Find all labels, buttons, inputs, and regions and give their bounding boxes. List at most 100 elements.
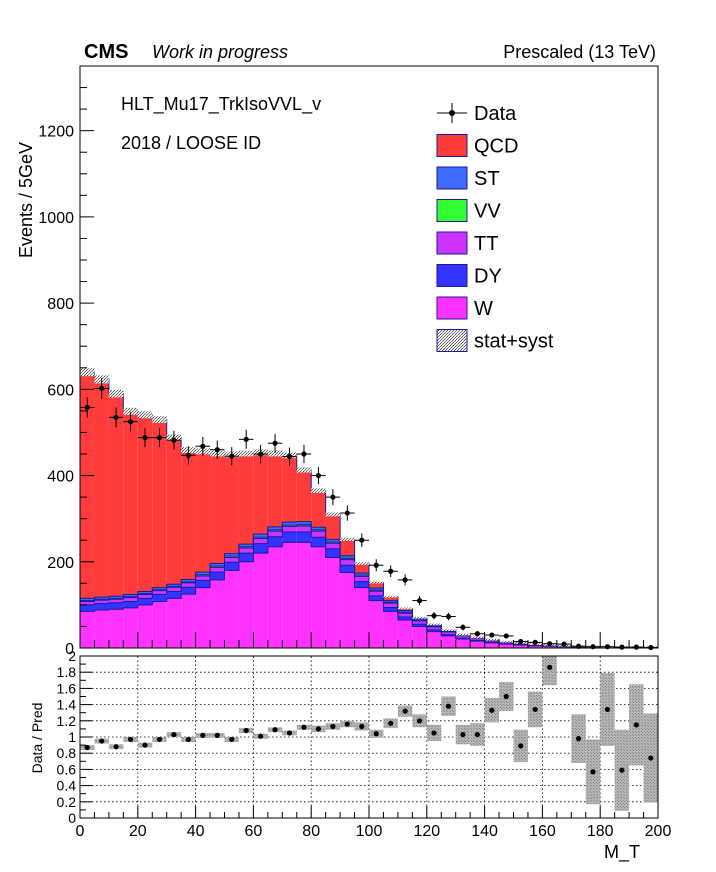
ratio-point — [431, 730, 437, 736]
stack-bar-vv — [311, 529, 326, 532]
stack-bar-qcd — [181, 450, 196, 580]
stack-bar-w — [441, 635, 456, 648]
stack-bar-w — [137, 604, 153, 648]
ratio-point — [604, 706, 611, 713]
stack-bar-w — [224, 570, 239, 648]
stack-bar-qcd — [210, 453, 225, 564]
ratio-x-tick-label: 40 — [187, 823, 205, 840]
stack-bar-dy — [267, 536, 283, 547]
stack-bar-tt — [253, 538, 268, 544]
legend-swatch — [436, 329, 468, 352]
stack-bar-w — [383, 611, 398, 648]
stack-bar-qcd — [354, 563, 369, 573]
ratio-point — [648, 755, 654, 761]
data-point — [229, 453, 235, 459]
y-tick-label: 200 — [47, 555, 74, 572]
stat-syst-bin — [123, 407, 138, 415]
stack-bar-vv — [296, 524, 312, 526]
ratio-point — [474, 731, 480, 738]
stack-bar-qcd — [282, 455, 297, 523]
ratio-x-tick-label: 80 — [302, 823, 320, 840]
data-point — [156, 435, 163, 441]
ratio-point — [214, 732, 220, 738]
stack-bar-st — [325, 539, 341, 542]
data-point — [619, 644, 625, 650]
stack-bar-w — [152, 601, 167, 648]
stack-bar-vv — [282, 525, 297, 527]
legend-label: TT — [474, 233, 498, 255]
stat-syst-bin — [108, 389, 124, 398]
stack-bar-qcd — [195, 451, 211, 573]
ratio-point — [185, 736, 191, 743]
stack-bar-st — [224, 553, 239, 557]
data-point — [532, 639, 538, 645]
ratio-point — [272, 727, 278, 733]
data-point — [373, 562, 379, 568]
data-point — [431, 613, 437, 619]
data-point — [416, 597, 423, 604]
ratio-point — [142, 742, 148, 748]
stack-bar-dy — [94, 603, 109, 611]
stack-bar-w — [267, 546, 283, 648]
stack-bar-qcd — [238, 453, 254, 545]
ratio-point — [373, 731, 379, 737]
stack-bar-dy — [325, 548, 341, 558]
stack-bar-st — [369, 588, 384, 591]
y-tick-label: 800 — [47, 296, 74, 313]
stack-bar-dy — [397, 616, 413, 620]
stat-syst-bin — [441, 629, 456, 631]
stack-bar-dy — [282, 532, 297, 543]
ratio-y-tick-label: 1.8 — [57, 664, 77, 680]
stack-bar-dy — [296, 532, 312, 543]
stat-syst-bin — [311, 488, 326, 494]
legend-entry-dy: DY — [436, 264, 502, 288]
stack-bar-dy — [369, 595, 384, 601]
stack-bar-tt — [311, 531, 326, 538]
stack-bar-st — [311, 527, 326, 530]
ratio-point — [633, 722, 639, 728]
stack-bar-st — [282, 522, 297, 526]
stack-bar-w — [513, 644, 528, 648]
data-point — [171, 437, 177, 443]
stat-syst-bin — [499, 640, 514, 643]
stack-bar-w — [210, 579, 225, 648]
stack-bar-w — [108, 609, 124, 648]
stack-bar-st — [94, 597, 109, 600]
ratio-point — [532, 706, 538, 713]
stack-bar-tt — [152, 590, 167, 595]
ratio-point — [330, 723, 336, 730]
stack-bar-dy — [181, 587, 196, 595]
stack-bar-tt — [340, 559, 355, 566]
stack-bar-qcd — [94, 379, 109, 598]
stat-syst-bin — [296, 467, 312, 473]
stat-syst-bin — [426, 623, 442, 626]
stack-bar-w — [80, 611, 95, 648]
data-point — [474, 631, 480, 637]
stack-bar-st — [152, 587, 167, 590]
legend-label: ST — [474, 168, 500, 190]
stack-bar-st — [195, 572, 211, 575]
ratio-point — [84, 744, 90, 751]
stack-bar-tt — [224, 557, 239, 563]
stack-bar-w — [238, 561, 254, 648]
stack-bar-tt — [282, 526, 297, 533]
legend-entry-data: Data — [437, 103, 517, 125]
data-point — [402, 577, 408, 583]
data-point — [301, 451, 307, 457]
data-point — [590, 644, 596, 650]
ratio-y-axis-label: Data / Pred — [29, 703, 45, 774]
stack-bar-w — [412, 626, 427, 648]
data-point — [547, 641, 553, 647]
stack-bar-tt — [325, 543, 341, 549]
stack-bar-tt — [267, 531, 283, 537]
data-point — [286, 453, 293, 460]
stack-bar-dy — [238, 553, 254, 562]
legend-swatch — [436, 231, 468, 255]
ratio-point — [547, 664, 553, 670]
stack-bar-w — [94, 610, 109, 648]
stack-bar-qcd — [340, 539, 355, 556]
stack-bar-st — [296, 521, 312, 525]
ratio-point — [156, 736, 163, 743]
stat-syst-bin — [412, 616, 427, 619]
ratio-y-tick-label: 0.6 — [57, 761, 77, 777]
